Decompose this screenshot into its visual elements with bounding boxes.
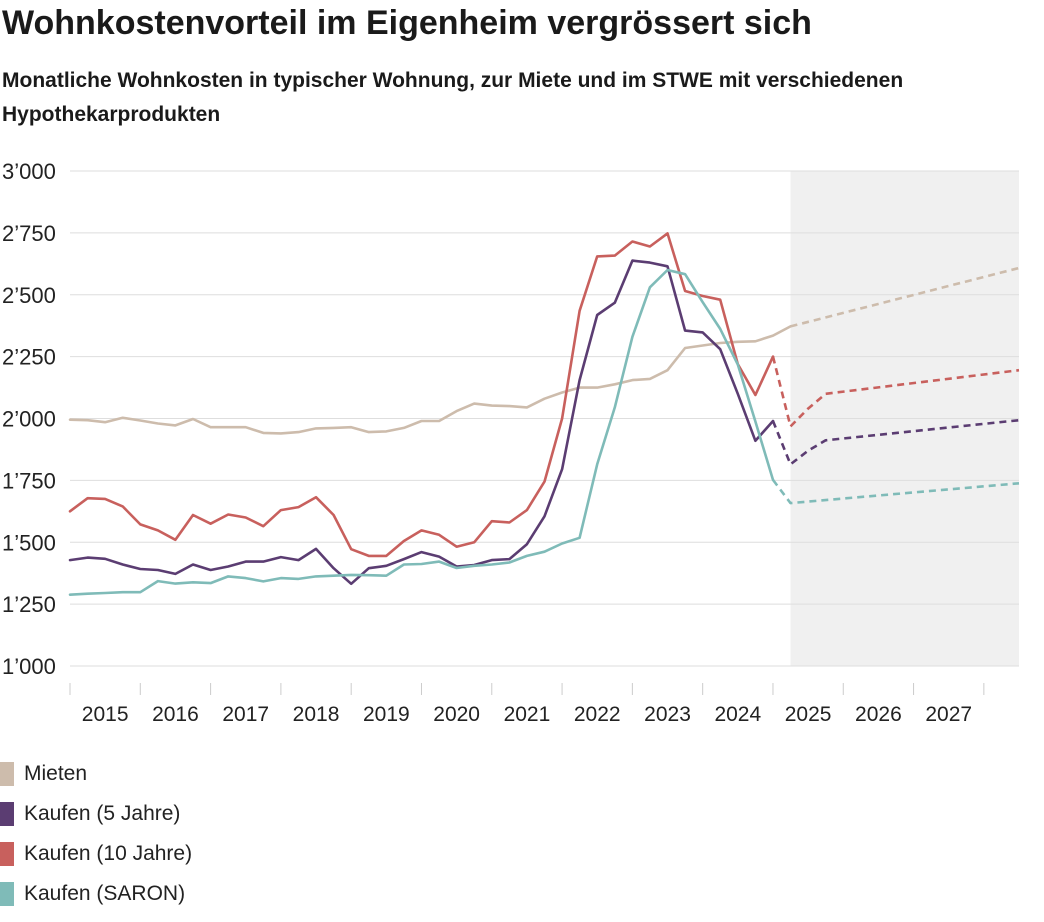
y-tick-label: 2’000 (2, 407, 56, 432)
legend-label: Kaufen (SARON) (24, 882, 186, 905)
forecast-line-mieten (790, 266, 1020, 328)
x-tick-label: 2015 (82, 703, 129, 726)
legend-swatch-kaufen-5-jahre (0, 802, 14, 826)
legend-label: Mieten (24, 762, 88, 785)
x-tick-label: 2018 (293, 703, 340, 726)
x-tick-label: 2026 (855, 703, 902, 726)
forecast-line-kaufen-10-jahre (771, 356, 1020, 428)
legend-swatch-kaufen-10-jahre (0, 842, 14, 866)
legend-item-kaufen-5-jahre: Kaufen (5 Jahre) (0, 794, 192, 834)
y-tick-label: 3’000 (2, 159, 56, 184)
x-tick-label: 2024 (714, 703, 761, 726)
legend-item-kaufen-saron: Kaufen (SARON) (0, 874, 192, 914)
chart-legend: Mieten Kaufen (5 Jahre) Kaufen (10 Jahre… (0, 754, 192, 914)
legend-swatch-mieten (0, 762, 14, 786)
y-tick-label: 2’750 (2, 221, 56, 246)
y-tick-label: 1’750 (2, 468, 56, 493)
x-tick-label: 2025 (785, 703, 832, 726)
forecast-line-kaufen-saron (771, 479, 1020, 505)
y-tick-label: 2’250 (2, 345, 56, 370)
x-tick-label: 2027 (925, 703, 972, 726)
chart-title: Wohnkostenvorteil im Eigenheim vergrösse… (2, 4, 812, 42)
y-tick-label: 1’250 (2, 592, 56, 617)
y-tick-label: 1’500 (2, 530, 56, 555)
series-line-kaufen-10-jahre (68, 232, 775, 558)
series-line-mieten (68, 325, 792, 435)
x-tick-label: 2017 (222, 703, 269, 726)
x-tick-label: 2016 (152, 703, 199, 726)
x-tick-label: 2023 (644, 703, 691, 726)
series-line-kaufen-saron (68, 268, 775, 597)
line-chart: 1’000 1’250 1’500 1’750 2’000 2’250 2’500 2’750… (2, 159, 1020, 726)
series-line-kaufen-5-jahre (68, 259, 775, 586)
x-tick-label: 2019 (363, 703, 410, 726)
y-tick-label: 2’500 (2, 283, 56, 308)
x-tick-label: 2020 (433, 703, 480, 726)
y-tick-label: 1’000 (2, 654, 56, 679)
x-tick-label: 2021 (504, 703, 551, 726)
chart-subtitle: Monatliche Wohnkosten in typischer Wohnu… (2, 69, 904, 126)
legend-label: Kaufen (5 Jahre) (24, 802, 181, 825)
legend-label: Kaufen (10 Jahre) (24, 842, 193, 865)
legend-item-kaufen-10-jahre: Kaufen (10 Jahre) (0, 834, 192, 874)
legend-swatch-kaufen-saron (0, 882, 14, 906)
legend-item-mieten: Mieten (0, 754, 192, 794)
x-tick-label: 2022 (574, 703, 621, 726)
